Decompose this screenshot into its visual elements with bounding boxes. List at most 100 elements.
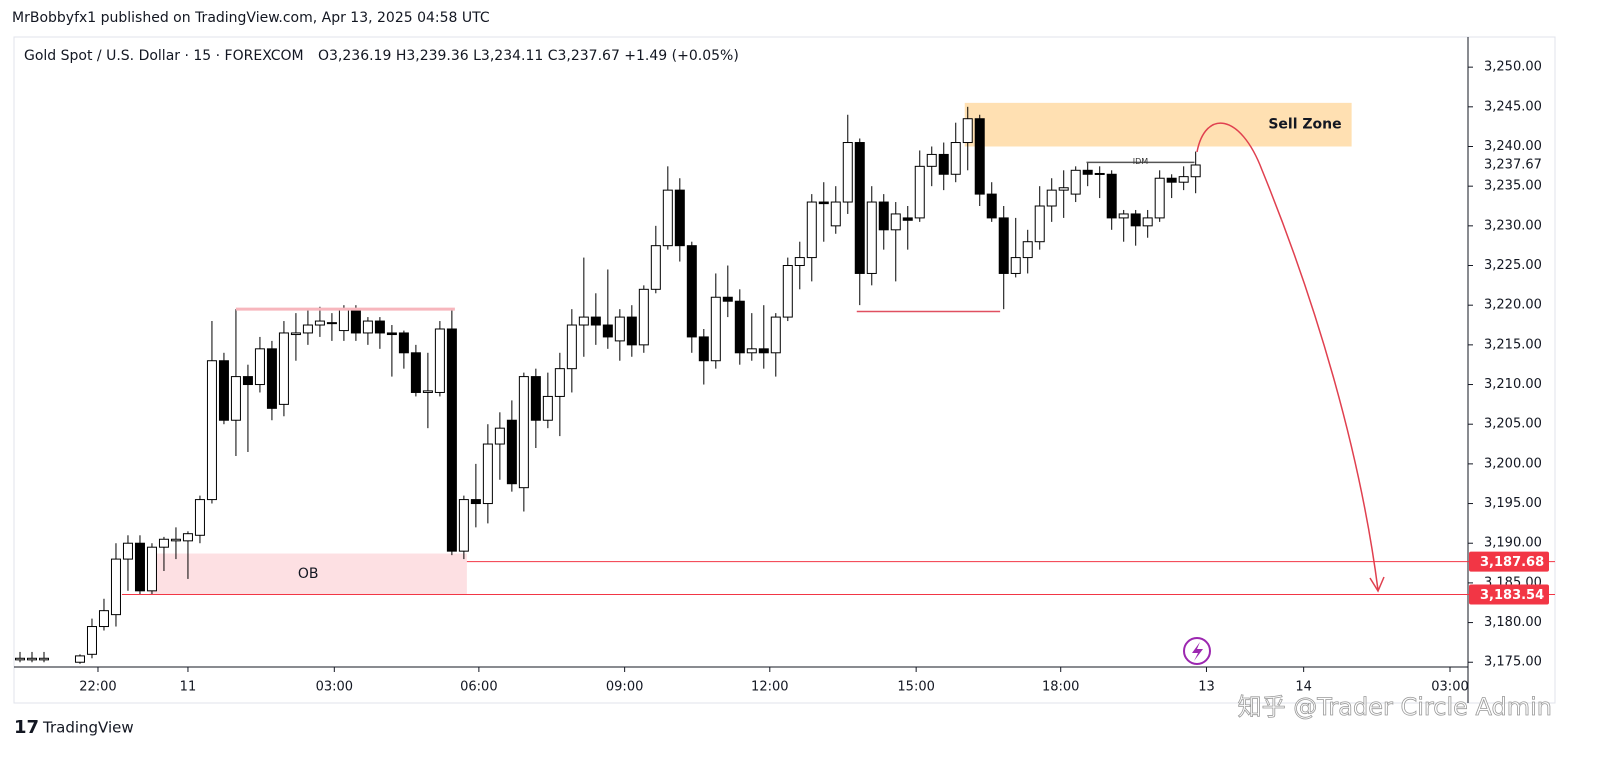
candle-body [170, 538, 181, 542]
y-tick-label: 3,210.00 [1484, 377, 1542, 392]
zone [149, 553, 467, 595]
level-label: 3,183.54 [1480, 588, 1544, 603]
symbol-title: Gold Spot / U.S. Dollar · 15 · FOREXCOM [24, 48, 304, 64]
x-tick-label: 11 [180, 680, 197, 695]
candle-body [458, 499, 469, 552]
candle-body [110, 558, 121, 616]
candle-body [830, 201, 841, 227]
marker-label: IDM [1133, 157, 1149, 166]
candle-body [374, 320, 385, 334]
logo-mark: 17 [14, 717, 39, 738]
candle-body [686, 245, 697, 338]
candle-body [1082, 169, 1093, 175]
candle-body [506, 419, 517, 485]
candle-body [566, 324, 577, 370]
candle-body [902, 217, 913, 221]
candle-body [1130, 213, 1141, 227]
x-tick-label: 12:00 [751, 680, 788, 695]
candle-body [770, 316, 781, 354]
x-tick-label: 09:00 [606, 680, 643, 695]
candle-body [1118, 213, 1129, 219]
candle-body [842, 142, 853, 203]
y-tick-label: 3,235.00 [1484, 179, 1542, 194]
candle-body [1058, 187, 1069, 191]
candle-body [626, 316, 637, 346]
candle-body [602, 324, 613, 338]
candle-body [206, 360, 217, 501]
candle-body [482, 443, 493, 505]
candle-body [422, 390, 433, 393]
candle-body [134, 542, 145, 592]
candle-body [1034, 205, 1045, 243]
candle-body [410, 352, 421, 393]
header: MrBobbyfx1 published on TradingView.com,… [12, 10, 490, 26]
ohlc-legend: O3,236.19 H3,239.36 L3,234.11 C3,237.67 … [318, 48, 739, 64]
candle-body [470, 499, 481, 505]
event-icon[interactable] [1183, 637, 1211, 665]
candle-body [146, 546, 157, 592]
candle-body [974, 118, 985, 195]
zone-label: OB [298, 566, 319, 582]
candle-body [1046, 189, 1057, 207]
candle-body [986, 193, 997, 219]
y-tick-label: 3,240.00 [1484, 139, 1542, 154]
x-tick-label: 03:00 [1431, 680, 1468, 695]
candle-body [722, 296, 733, 302]
candle-body [362, 320, 373, 334]
candle-body [926, 153, 937, 167]
candle-body [998, 217, 1009, 274]
candle-body [734, 300, 745, 354]
arrow-head [1369, 576, 1385, 593]
y-tick-label: 3,220.00 [1484, 298, 1542, 313]
candle-body [254, 348, 265, 386]
y-tick-label: 3,215.00 [1484, 337, 1542, 352]
candle-body [230, 376, 241, 421]
y-tick-label: 3,200.00 [1484, 456, 1542, 471]
y-tick-label: 3,190.00 [1484, 536, 1542, 551]
branding: TradingView [42, 719, 134, 737]
candle-body [290, 332, 301, 336]
candle-body [1154, 177, 1165, 219]
y-tick-label: 3,205.00 [1484, 417, 1542, 432]
candle-body [938, 153, 949, 175]
plot: Sell Zone OB [14, 102, 1352, 664]
candle-body [434, 328, 445, 393]
candle-body [326, 322, 337, 325]
zone-label: Sell Zone [1268, 117, 1341, 133]
frame [13, 36, 1556, 704]
x-tick-label: 18:00 [1042, 680, 1079, 695]
candle-body [1190, 164, 1201, 178]
zone [964, 102, 1352, 147]
candle-body [86, 626, 97, 655]
candle-body [182, 533, 193, 542]
projection-arrow [1196, 122, 1379, 591]
candle-body [806, 201, 817, 259]
candle-body [698, 336, 709, 362]
x-tick-label: 15:00 [897, 680, 934, 695]
x-tick-label: 13 [1198, 680, 1215, 695]
candle-body [554, 368, 565, 397]
candle-body [950, 142, 961, 175]
y-tick-label: 3,180.00 [1484, 615, 1542, 630]
candle-body [1142, 217, 1153, 227]
candle-body [1094, 172, 1105, 175]
candle-body [26, 657, 37, 661]
candle-body [878, 201, 889, 231]
candle-body [662, 189, 673, 247]
candle-body [122, 542, 133, 560]
y-tick-label: 3,175.00 [1484, 655, 1542, 670]
y-tick-label: 3,225.00 [1484, 258, 1542, 273]
candle-body [518, 376, 529, 489]
event-bolt [1192, 642, 1203, 661]
candle-body [794, 257, 805, 267]
candle-body [1022, 241, 1033, 259]
candle-body [890, 213, 901, 231]
candle-body [266, 348, 277, 409]
level-badge [1469, 584, 1549, 605]
candle-body [494, 427, 505, 445]
candle-body [158, 538, 169, 548]
y-tick-label: 3,230.00 [1484, 218, 1542, 233]
candle-body [218, 360, 229, 421]
candle-body [1070, 169, 1081, 195]
